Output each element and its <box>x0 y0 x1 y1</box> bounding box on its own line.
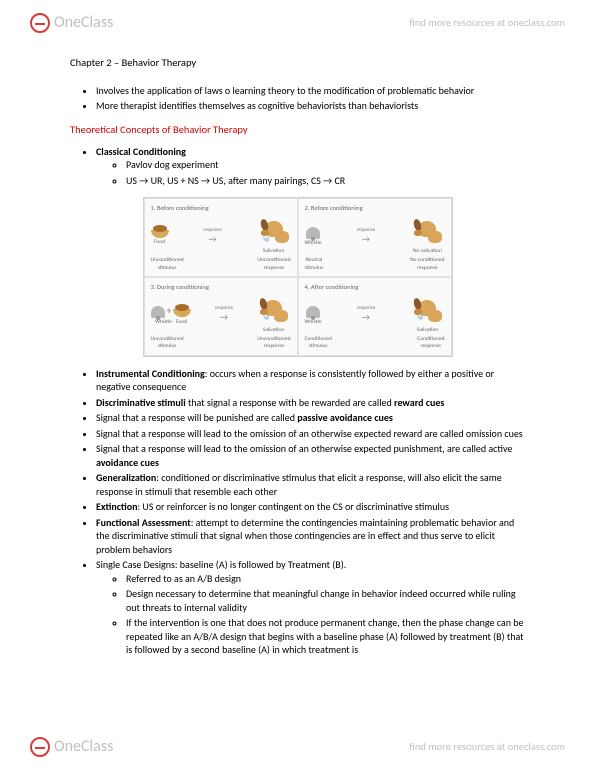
panel-title: 1. Before conditioning <box>151 204 291 213</box>
resp-sub: Salivation <box>263 328 285 334</box>
diagram-panel-4: 4. After conditioning Whistle response→ … <box>298 277 452 356</box>
right-label: Conditioned response <box>417 336 444 351</box>
list-item: Discriminative stimuli that signal a res… <box>96 396 525 410</box>
classical-list: Classical Conditioning Pavlov dog experi… <box>70 145 525 188</box>
right-label: Unconditioned response <box>257 257 290 272</box>
page-content: Chapter 2 – Behavior Therapy Involves th… <box>0 46 595 657</box>
list-item: Referred to as an A/B design <box>126 572 525 586</box>
list-item: Pavlov dog experiment <box>126 158 525 172</box>
stimulus-left: Food <box>151 226 169 246</box>
header-find-more: find more resources at oneclass.com <box>409 16 565 30</box>
panel-title: 4. After conditioning <box>305 283 445 292</box>
logo-text-one: One <box>54 736 81 758</box>
logo-icon <box>30 13 50 33</box>
diagram-panel-2: 2. Before conditioning Whistle response→… <box>298 198 452 277</box>
left-label: Conditioned stimulus <box>305 336 332 351</box>
list-item: US → UR, US + NS → US, after many pairin… <box>126 174 525 188</box>
saliva-icon: ༄ <box>263 235 270 244</box>
diagram-panel-1: 1. Before conditioning Food response→ ༄ … <box>144 198 298 277</box>
bell-icon <box>151 306 165 318</box>
left-label: Neutral stimulus <box>305 257 324 272</box>
classical-title: Classical Conditioning <box>96 145 186 158</box>
stim-label: Whistle Food <box>155 320 187 326</box>
food-icon <box>151 230 169 238</box>
plus-icon: + <box>167 304 172 318</box>
logo-text-class: Class <box>81 736 113 758</box>
dog-block: ༄ Salivation <box>257 217 291 255</box>
saliva-icon: ༄ <box>416 313 423 322</box>
list-item: Involves the application of laws o learn… <box>96 84 525 98</box>
dog-block: ༄ Salivation <box>256 296 290 334</box>
dog-icon: ༄ <box>256 296 290 326</box>
arrow: response→ <box>203 227 221 246</box>
list-item: Functional Assessment: attempt to determ… <box>96 516 525 557</box>
arrow: response→ <box>357 305 375 324</box>
section-heading: Theoretical Concepts of Behavior Therapy <box>70 123 525 137</box>
panel-title: 2. Before conditioning <box>305 204 445 213</box>
arrow: response→ <box>215 305 233 324</box>
single-case-sublist: Referred to as an A/B design Design nece… <box>96 572 525 657</box>
right-label: Unconditioned response <box>257 336 290 351</box>
dog-icon: ༄ <box>410 296 444 326</box>
list-item: Design necessary to determine that meani… <box>126 587 525 614</box>
arrow: response→ <box>357 227 375 246</box>
list-item: If the intervention is one that does not… <box>126 616 525 657</box>
logo-text-class: Class <box>81 12 113 34</box>
dog-block: ༄ Salivation <box>410 296 444 334</box>
body-list: Instrumental Conditioning: occurs when a… <box>70 367 525 657</box>
resp-sub: Salivation <box>417 328 439 334</box>
list-item: Signal that a response will be punished … <box>96 411 525 425</box>
list-item: Instrumental Conditioning: occurs when a… <box>96 367 525 394</box>
list-item: Classical Conditioning Pavlov dog experi… <box>96 145 525 188</box>
list-item: More therapist identifies themselves as … <box>96 99 525 113</box>
dog-icon: ༄ <box>257 217 291 247</box>
conditioning-diagram-wrap: 1. Before conditioning Food response→ ༄ … <box>70 197 525 356</box>
list-item: Signal that a response will lead to the … <box>96 427 525 441</box>
intro-list: Involves the application of laws o learn… <box>70 84 525 113</box>
logo-text-one: One <box>54 12 81 34</box>
classical-sublist: Pavlov dog experiment US → UR, US + NS →… <box>96 158 525 187</box>
logo: OneClass <box>30 12 113 34</box>
panel-title: 3. During conditioning <box>151 283 291 292</box>
logo-icon <box>30 737 50 757</box>
resp-sub: No salivation <box>413 249 442 255</box>
diagram-panel-3: 3. During conditioning + Whistle Food re… <box>144 277 298 356</box>
stimulus-left: + Whistle Food <box>151 304 192 326</box>
logo: OneClass <box>30 736 113 758</box>
bell-icon <box>306 306 320 318</box>
left-label: Unconditioned stimulus <box>151 336 184 351</box>
stim-label: Food <box>154 240 165 246</box>
left-label: Unconditioned stimulus <box>151 257 184 272</box>
saliva-icon: ༄ <box>262 313 269 322</box>
dog-icon <box>410 217 444 247</box>
page-footer: OneClass find more resources at oneclass… <box>0 724 595 770</box>
page-header: OneClass find more resources at oneclass… <box>0 0 595 46</box>
stimulus-left: Whistle <box>305 225 322 247</box>
right-label: No conditioned response <box>410 257 444 272</box>
stim-label: Whistle <box>305 320 322 326</box>
bell-icon <box>306 227 320 239</box>
stim-label: Whistle <box>305 241 322 247</box>
stimulus-left: Whistle <box>305 304 322 326</box>
footer-find-more: find more resources at oneclass.com <box>409 740 565 754</box>
food-icon <box>173 309 191 317</box>
resp-sub: Salivation <box>263 249 285 255</box>
conditioning-diagram: 1. Before conditioning Food response→ ༄ … <box>143 197 453 356</box>
list-item: Generalization: conditioned or discrimin… <box>96 471 525 498</box>
chapter-title: Chapter 2 – Behavior Therapy <box>70 56 525 70</box>
list-item: Signal that a response will lead to the … <box>96 442 525 469</box>
list-item: Extinction: US or reinforcer is no longe… <box>96 500 525 514</box>
list-item: Single Case Designs: baseline (A) is fol… <box>96 558 525 657</box>
dog-block: No salivation <box>410 217 444 255</box>
